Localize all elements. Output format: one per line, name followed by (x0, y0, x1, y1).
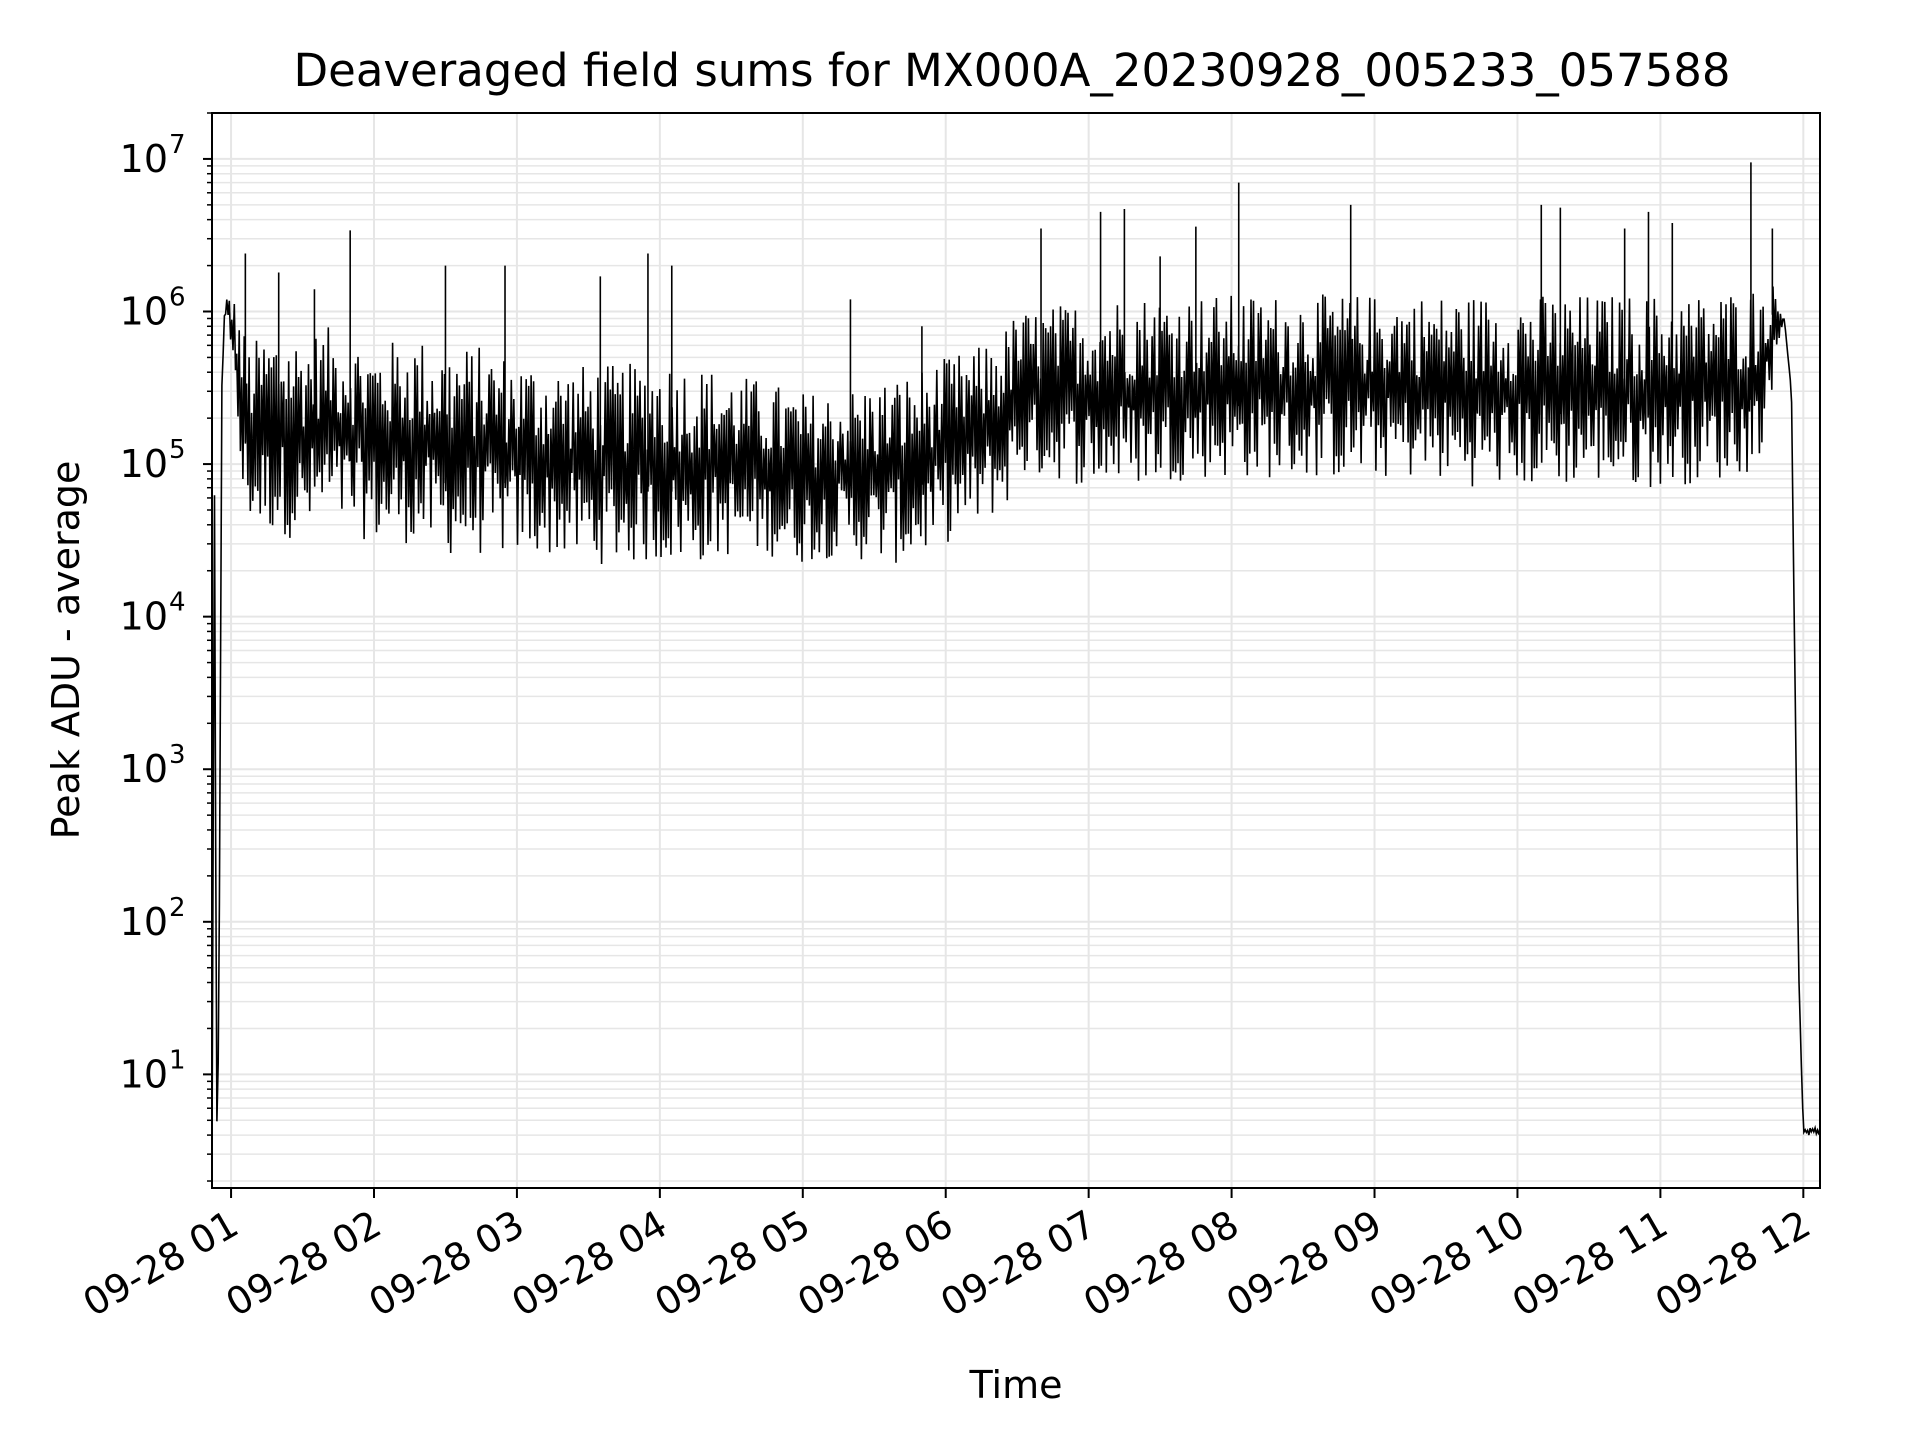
y-tick-exponent: 5 (169, 435, 186, 465)
x-tick-label: 09-28 09 (1219, 1202, 1389, 1326)
x-tick-label: 09-28 04 (504, 1202, 674, 1326)
x-tick-label: 09-28 01 (76, 1202, 246, 1326)
y-tick-label: 10 (120, 290, 168, 334)
series-line (211, 286, 1821, 1159)
x-axis-label: Time (969, 1363, 1063, 1407)
y-tick-exponent: 2 (169, 893, 186, 923)
y-tick-label: 10 (120, 137, 168, 181)
y-axis-label: Peak ADU - average (44, 461, 88, 840)
y-tick-exponent: 3 (169, 740, 186, 770)
y-tick-label: 10 (120, 442, 168, 486)
x-tick-label: 09-28 12 (1648, 1202, 1818, 1326)
y-tick-exponent: 4 (169, 588, 186, 618)
y-tick-label: 10 (120, 900, 168, 944)
x-tick-label: 09-28 11 (1505, 1202, 1675, 1326)
grid (212, 112, 1820, 1188)
chart-title: Deaveraged field sums for MX000A_2023092… (294, 44, 1731, 97)
y-tick-exponent: 6 (169, 283, 186, 313)
x-tick-label: 09-28 02 (219, 1202, 389, 1326)
x-tick-label: 09-28 05 (647, 1202, 817, 1326)
x-tick-label: 09-28 03 (361, 1202, 531, 1326)
x-tick-label: 09-28 07 (933, 1202, 1103, 1326)
y-tick-label: 10 (120, 595, 168, 639)
x-tick-label: 09-28 06 (790, 1202, 960, 1326)
x-tick-label: 09-28 10 (1362, 1202, 1532, 1326)
y-tick-exponent: 1 (169, 1045, 186, 1075)
y-tick-exponent: 7 (169, 130, 186, 160)
y-tick-label: 10 (120, 1052, 168, 1096)
y-tick-label: 10 (120, 747, 168, 791)
x-tick-label: 09-28 08 (1076, 1202, 1246, 1326)
series-layer (211, 162, 1821, 1159)
